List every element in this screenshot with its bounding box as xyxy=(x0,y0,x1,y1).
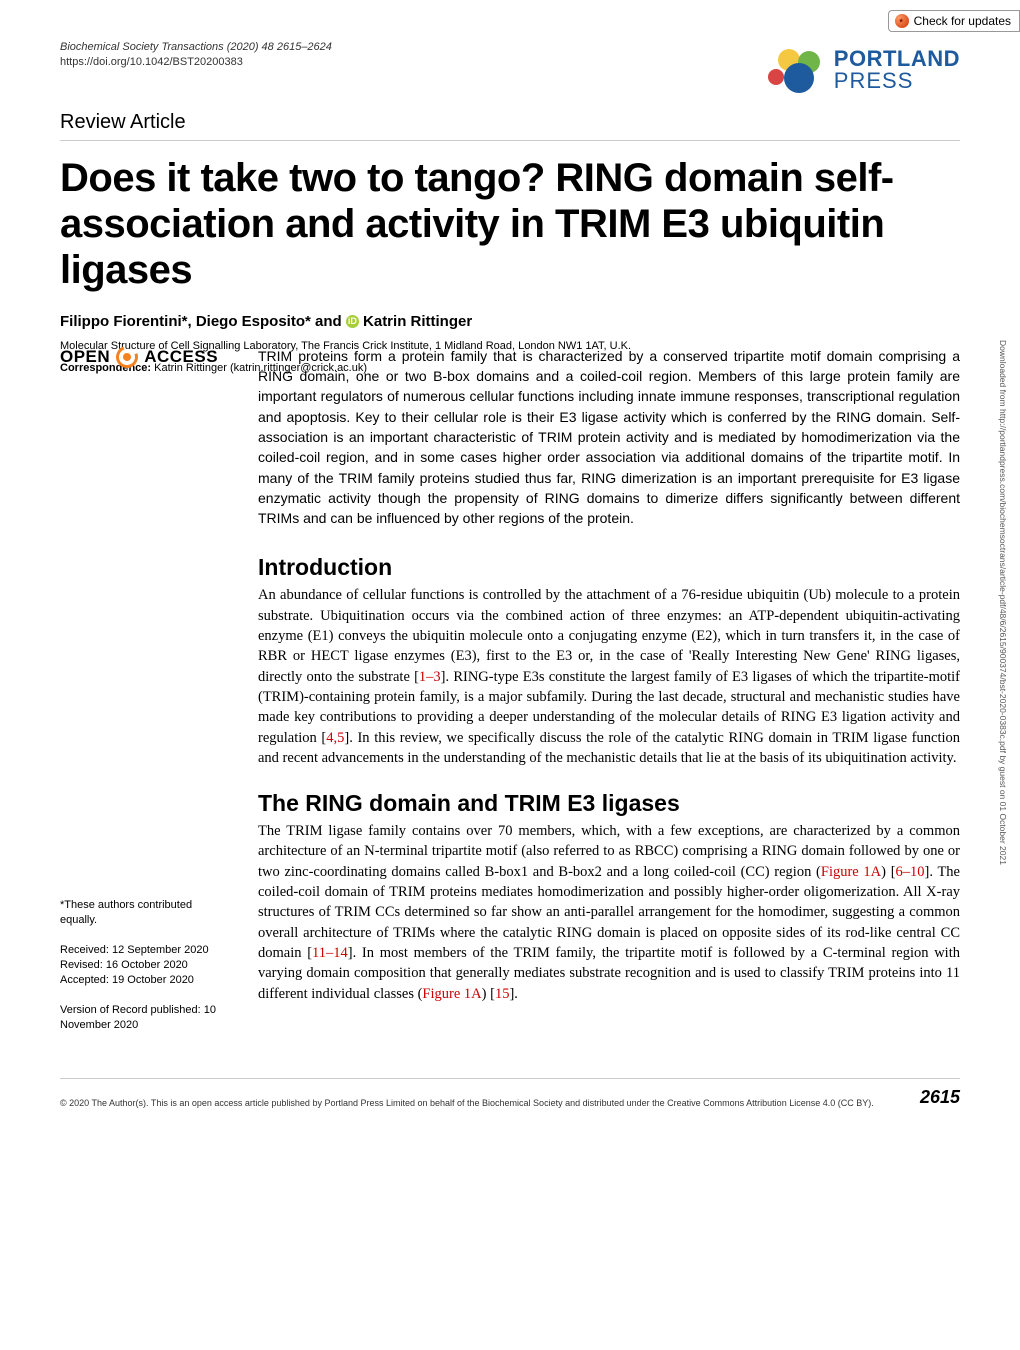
open-access-badge: OPEN ACCESS xyxy=(60,346,230,368)
page-number: 2615 xyxy=(920,1087,960,1108)
access-label: ACCESS xyxy=(144,347,218,367)
ref-1-3[interactable]: 1–3 xyxy=(419,669,441,685)
ring-p4: ]. In most members of the TRIM family, t… xyxy=(258,945,960,1002)
logo-sub: PRESS xyxy=(834,70,960,92)
main-column: TRIM proteins form a protein family that… xyxy=(258,346,960,1048)
sidebar-metadata: OPEN ACCESS *These authors contributed e… xyxy=(60,346,230,1048)
article-dates: Received: 12 September 2020 Revised: 16 … xyxy=(60,943,230,989)
ring-p6: ]. xyxy=(509,986,517,1002)
ring-body: The TRIM ligase family contains over 70 … xyxy=(258,821,960,1004)
ring-p5: ) [ xyxy=(482,986,495,1002)
logo-text: PORTLAND PRESS xyxy=(834,48,960,92)
ring-p2: ) [ xyxy=(881,864,895,880)
page-footer: © 2020 The Author(s). This is an open ac… xyxy=(60,1078,960,1108)
copyright: © 2020 The Author(s). This is an open ac… xyxy=(60,1098,874,1108)
check-updates-button[interactable]: Check for updates xyxy=(888,10,1020,32)
logo-graphic xyxy=(766,49,826,91)
logo-name: PORTLAND xyxy=(834,48,960,70)
article-type: Review Article xyxy=(60,111,960,141)
open-access-icon xyxy=(113,342,142,371)
accepted-date: Accepted: 19 October 2020 xyxy=(60,974,194,986)
abstract: TRIM proteins form a protein family that… xyxy=(258,346,960,529)
download-watermark: Downloaded from http://portlandpress.com… xyxy=(998,340,1008,1100)
intro-heading: Introduction xyxy=(258,554,960,581)
ref-15[interactable]: 15 xyxy=(495,986,510,1002)
publisher-logo: PORTLAND PRESS xyxy=(766,48,960,92)
authors-text: Filippo Fiorentini*, Diego Esposito* and xyxy=(60,313,346,330)
page-title: Does it take two to tango? RING domain s… xyxy=(60,155,960,293)
equal-contribution: *These authors contributed equally. xyxy=(60,898,230,929)
orcid-icon[interactable]: iD xyxy=(346,315,359,328)
ref-4-5[interactable]: 4,5 xyxy=(326,730,344,746)
intro-p3: ]. In this review, we specifically discu… xyxy=(258,730,960,766)
updates-icon xyxy=(895,14,909,28)
ref-6-10[interactable]: 6–10 xyxy=(896,864,925,880)
author-list: Filippo Fiorentini*, Diego Esposito* and… xyxy=(60,313,960,330)
ref-11-14[interactable]: 11–14 xyxy=(312,945,348,961)
corresponding-author: Katrin Rittinger xyxy=(363,313,472,330)
received-date: Received: 12 September 2020 xyxy=(60,944,209,956)
ring-heading: The RING domain and TRIM E3 ligases xyxy=(258,790,960,817)
figref-1a[interactable]: Figure 1A xyxy=(821,864,881,880)
version-published: Version of Record published: 10 November… xyxy=(60,1003,230,1034)
check-updates-label: Check for updates xyxy=(914,14,1011,28)
revised-date: Revised: 16 October 2020 xyxy=(60,959,188,971)
figref-1a-b[interactable]: Figure 1A xyxy=(422,986,481,1002)
open-label: OPEN xyxy=(60,347,110,367)
intro-body: An abundance of cellular functions is co… xyxy=(258,585,960,768)
